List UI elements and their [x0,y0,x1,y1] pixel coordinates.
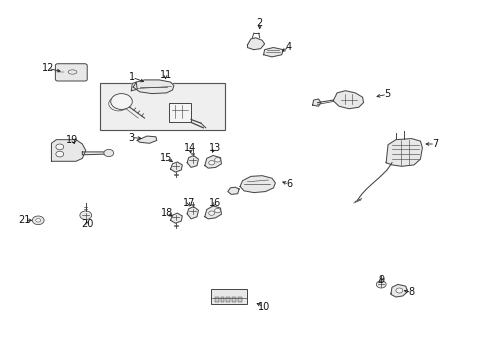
Text: 9: 9 [378,275,384,285]
Circle shape [36,219,41,222]
Text: 18: 18 [161,208,172,218]
Text: 13: 13 [209,143,221,153]
Circle shape [56,151,64,157]
Bar [211,289,247,304]
Polygon shape [171,213,182,223]
Text: 14: 14 [184,143,196,153]
Bar [232,297,236,302]
Text: 8: 8 [409,287,415,297]
Circle shape [104,149,114,157]
Text: 21: 21 [18,215,31,225]
Bar [100,83,225,130]
Ellipse shape [68,70,77,74]
Polygon shape [333,91,364,109]
Circle shape [111,94,132,109]
Polygon shape [391,284,408,297]
Text: 5: 5 [384,89,390,99]
Text: 4: 4 [286,42,292,52]
Bar [220,297,224,302]
Text: 17: 17 [182,198,195,208]
Polygon shape [247,38,265,50]
Text: 20: 20 [81,219,94,229]
FancyBboxPatch shape [55,64,87,81]
Circle shape [109,96,128,111]
Polygon shape [187,207,198,219]
Circle shape [376,281,386,288]
Circle shape [32,216,44,225]
Polygon shape [240,176,275,193]
Polygon shape [171,162,182,172]
Polygon shape [51,140,86,161]
Text: 16: 16 [209,198,221,208]
Circle shape [215,208,220,213]
Polygon shape [228,187,239,194]
Polygon shape [205,156,221,168]
Text: 2: 2 [257,18,263,28]
Text: 10: 10 [258,302,270,312]
Polygon shape [313,99,321,106]
Text: 3: 3 [128,132,134,143]
Polygon shape [386,139,422,166]
Circle shape [80,211,92,220]
Circle shape [56,144,64,150]
Text: 12: 12 [42,63,54,73]
Polygon shape [82,152,107,155]
Circle shape [209,211,215,215]
Polygon shape [131,82,137,91]
Polygon shape [264,48,283,57]
Text: 6: 6 [286,179,292,189]
Polygon shape [205,206,221,219]
Circle shape [396,288,403,293]
Polygon shape [133,80,174,94]
Bar [238,297,242,302]
Bar [215,297,219,302]
Text: 19: 19 [67,135,78,145]
Bar [169,103,191,122]
Bar [226,297,230,302]
Circle shape [215,158,220,162]
Text: 1: 1 [129,72,135,82]
Polygon shape [187,156,198,167]
Circle shape [209,161,215,165]
Text: 11: 11 [160,70,172,80]
Text: 15: 15 [160,153,173,163]
Text: 7: 7 [432,139,438,149]
Polygon shape [137,136,157,143]
